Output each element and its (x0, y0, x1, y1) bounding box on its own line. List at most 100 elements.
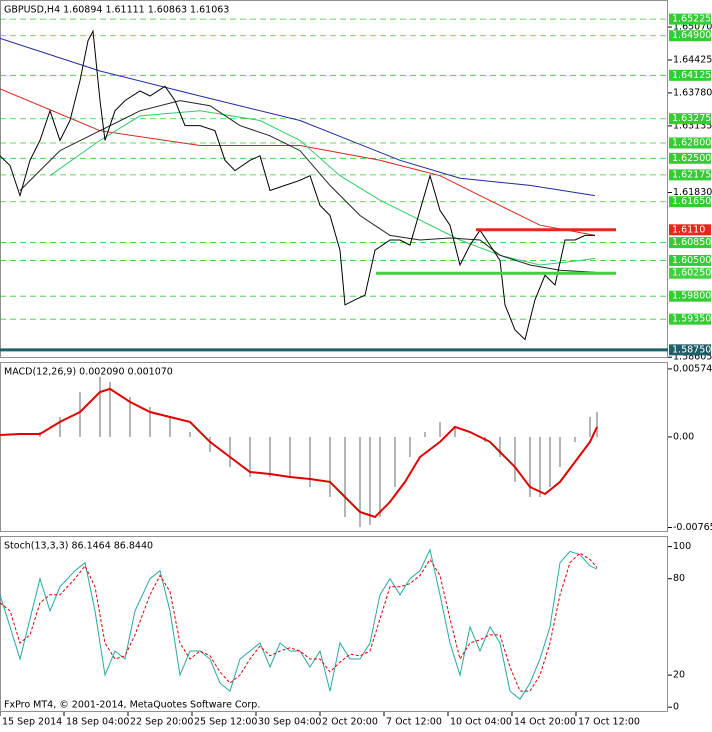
line-label: 1.60250 (672, 268, 711, 279)
level-label: 1.59800 (672, 291, 711, 302)
level-label: 1.60500 (672, 255, 711, 266)
level-label-box (669, 196, 711, 208)
histogram-bar (249, 436, 251, 477)
level-label: 1.62500 (672, 153, 711, 164)
y-tick-label: 1.63780 (673, 87, 712, 98)
level-label-box (669, 290, 711, 302)
histogram-bar (409, 436, 411, 457)
histogram-bar (189, 431, 191, 437)
price-series (19, 100, 596, 273)
level-label-box (669, 152, 711, 164)
line-label: 1.58750 (672, 344, 711, 355)
panel-title: Stoch(13,3,3) 86.1464 86.8440 (4, 541, 153, 552)
histogram-bar (59, 416, 61, 437)
histogram-bar (309, 436, 311, 488)
price-series (0, 88, 596, 236)
y-tick-label: 1.61830 (673, 187, 712, 198)
histogram-bar (0, 436, 1, 438)
histogram-bar (129, 396, 131, 437)
level-label: 1.64125 (672, 70, 711, 81)
histogram-bar (99, 376, 101, 437)
x-tick-label: 22 Sep 20:00 (130, 717, 193, 728)
x-tick-label: 14 Oct 20:00 (514, 717, 576, 728)
level-label: 1.63275 (672, 113, 711, 124)
y-tick-label: -0.00765 (673, 522, 712, 533)
x-tick-label: 10 Oct 04:00 (450, 717, 512, 728)
x-tick-label: 30 Sep 04:00 (258, 717, 321, 728)
level-label-box (669, 237, 711, 249)
level-label: 1.60850 (672, 237, 711, 248)
histogram-bar (439, 421, 441, 437)
histogram-bar (149, 406, 151, 437)
y-tick-label: 80 (673, 573, 685, 584)
histogram-bar (469, 436, 471, 438)
copyright: FxPro MT4, © 2001-2014, MetaQuotes Softw… (4, 700, 260, 711)
histogram-bar (229, 436, 231, 468)
macd-panel (0, 362, 668, 532)
panel-title: GBPUSD,H4 1.60894 1.61111 1.60863 1.6106… (4, 5, 229, 16)
level-label: 1.64900 (672, 30, 711, 41)
histogram-bar (589, 416, 591, 437)
y-tick-label: 0.00 (673, 431, 694, 442)
y-tick-label: 1.65070 (673, 22, 712, 33)
line-label-box (669, 224, 711, 236)
histogram-bar (169, 416, 171, 437)
histogram-bar (289, 436, 291, 477)
histogram-bar (379, 436, 381, 517)
y-tick-label: 1.58605 (673, 352, 712, 363)
histogram-bar (79, 391, 81, 437)
y-tick-label: 1.64425 (673, 54, 712, 65)
price-series (0, 29, 595, 341)
x-tick-label: 25 Sep 12:00 (194, 717, 257, 728)
histogram-bar (514, 436, 516, 482)
level-label-box (669, 69, 711, 81)
level-label-box (669, 313, 711, 325)
level-label-box (669, 137, 711, 149)
y-tick-label: 20 (673, 670, 685, 681)
stoch-panel (0, 536, 668, 712)
stoch-line (0, 552, 598, 692)
histogram-bar (359, 436, 361, 527)
histogram-bar (109, 381, 111, 437)
price-series (0, 37, 596, 197)
x-tick-label: 17 Oct 12:00 (578, 717, 640, 728)
stoch-line (0, 548, 598, 700)
level-label-box (669, 254, 711, 266)
y-tick-label: 0 (673, 702, 679, 713)
histogram-bar (344, 436, 346, 517)
level-label-box (669, 30, 711, 42)
histogram-bar (269, 436, 271, 477)
histogram-bar (529, 436, 531, 497)
histogram-bar (596, 411, 598, 437)
level-label-box (669, 169, 711, 181)
line-label-box (669, 267, 711, 279)
price-series (49, 110, 596, 266)
histogram-bar (559, 436, 561, 468)
histogram-bar (329, 436, 331, 497)
level-label: 1.62175 (672, 169, 711, 180)
level-label: 1.65225 (672, 14, 711, 25)
histogram-bar (369, 436, 371, 526)
signal-line (0, 387, 598, 519)
line-label-box (669, 344, 711, 356)
panel-title: MACD(12,26,9) 0.002090 0.001070 (4, 367, 173, 378)
level-label-box (669, 13, 711, 25)
histogram-bar (424, 431, 426, 437)
histogram-bar (549, 436, 551, 488)
histogram-bar (499, 436, 501, 457)
histogram-bar (539, 436, 541, 497)
histogram-bar (209, 436, 211, 452)
x-tick-label: 7 Oct 12:00 (386, 717, 442, 728)
y-tick-label: 100 (673, 541, 691, 552)
level-label: 1.59350 (672, 314, 711, 325)
histogram-bar (394, 436, 396, 488)
y-tick-label: 1.63135 (673, 120, 712, 131)
y-tick-label: 0.005749 (673, 363, 712, 374)
level-label: 1.61650 (672, 196, 711, 207)
x-tick-label: 15 Sep 2014 (2, 717, 62, 728)
x-tick-label: 18 Sep 04:00 (66, 717, 129, 728)
level-label: 1.62800 (672, 137, 711, 148)
x-tick-label: 2 Oct 20:00 (322, 717, 378, 728)
